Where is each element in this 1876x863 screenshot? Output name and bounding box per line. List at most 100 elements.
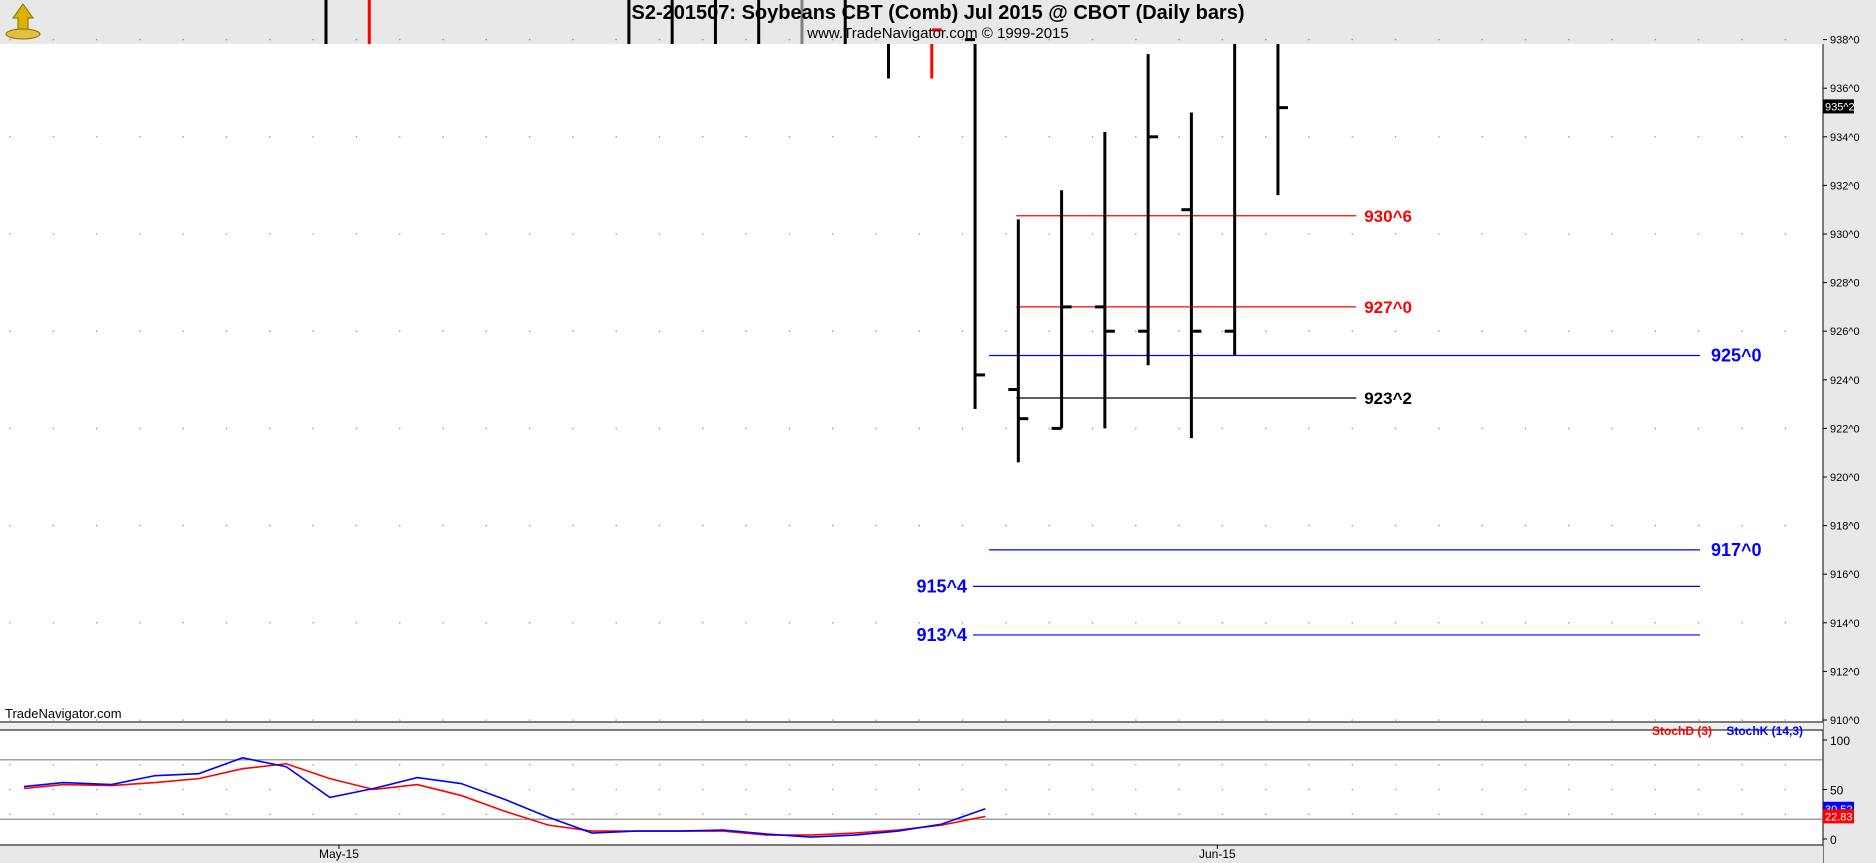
grid-dot [831, 330, 834, 333]
grid-dot [1438, 136, 1440, 138]
grid-dot [831, 136, 834, 138]
grid-dot [9, 38, 11, 41]
grid-dot [1091, 330, 1094, 333]
grid-dot [398, 330, 401, 333]
grid-dot [1351, 719, 1354, 721]
grid-dot [139, 38, 141, 41]
grid-dot [918, 136, 921, 138]
grid-dot [1308, 763, 1310, 766]
grid-dot [702, 233, 704, 235]
grid-dot [95, 330, 98, 333]
grid-dot [139, 427, 141, 430]
grid-dot [312, 524, 314, 527]
grid-dot [1005, 233, 1007, 235]
grid-dot [1091, 233, 1094, 235]
grid-dot [875, 622, 877, 624]
grid-dot [1091, 622, 1094, 624]
grid-dot [139, 136, 141, 138]
grid-dot [1568, 524, 1570, 527]
grid-dot [658, 427, 661, 430]
grid-dot [225, 233, 228, 235]
grid-dot [1784, 38, 1787, 41]
grid-dot [615, 136, 617, 138]
grid-dot [485, 233, 488, 235]
grid-dot [788, 719, 791, 721]
grid-dot [1741, 622, 1743, 624]
grid-dot [745, 524, 747, 527]
grid-dot [1264, 330, 1267, 333]
price-tick-label: 932^0 [1830, 180, 1860, 192]
grid-dot [1264, 38, 1267, 41]
grid-dot [1568, 813, 1570, 816]
price-tick-label: 936^0 [1830, 83, 1860, 95]
grid-dot [875, 788, 877, 791]
time-tick-label: May-15 [319, 847, 359, 861]
grid-dot [1264, 763, 1267, 766]
grid-dot [1697, 427, 1700, 430]
grid-dot [485, 524, 488, 527]
grid-dot [9, 524, 11, 527]
grid-dot [788, 813, 791, 816]
grid-dot [1481, 719, 1483, 721]
grid-dot [95, 763, 98, 766]
grid-dot [918, 330, 921, 333]
grid-dot [1524, 788, 1527, 791]
grid-dot [1178, 813, 1180, 816]
grid-dot [52, 622, 55, 624]
grid-dot [528, 813, 531, 816]
grid-dot [615, 788, 617, 791]
grid-dot [355, 813, 358, 816]
grid-dot [1264, 427, 1267, 430]
grid-dot [225, 330, 228, 333]
grid-dot [1568, 427, 1570, 430]
grid-dot [875, 524, 877, 527]
grid-dot [1741, 788, 1743, 791]
grid-dot [1135, 719, 1137, 721]
grid-dot [1351, 813, 1354, 816]
grid-dot [572, 136, 574, 138]
last-price-marker [1823, 99, 1854, 114]
grid-dot [1394, 427, 1397, 430]
grid-dot [1005, 524, 1007, 527]
grid-dot [572, 330, 574, 333]
grid-dot [1091, 38, 1094, 41]
grid-dot [702, 719, 704, 721]
grid-dot [269, 38, 271, 41]
grid-dot [1005, 136, 1007, 138]
grid-dot [269, 788, 271, 791]
grid-dot [528, 719, 531, 721]
grid-dot [1697, 813, 1700, 816]
grid-dot [831, 788, 834, 791]
grid-dot [1135, 622, 1137, 624]
grid-dot [1005, 622, 1007, 624]
grid-dot [225, 427, 228, 430]
grid-dot [918, 622, 921, 624]
grid-dot [1351, 330, 1354, 333]
grid-dot [1438, 622, 1440, 624]
grid-dot [1481, 233, 1483, 235]
grid-dot [1524, 38, 1527, 41]
grid-dot [1048, 330, 1050, 333]
grid-dot [442, 622, 444, 624]
grid-dot [1221, 330, 1224, 333]
grid-dot [918, 427, 921, 430]
stoch-d-legend: StochD (3) [1652, 724, 1712, 738]
stoch-tick-label: 100 [1830, 734, 1850, 748]
grid-dot [1351, 233, 1354, 235]
grid-dot [788, 233, 791, 235]
grid-dot [1091, 524, 1094, 527]
grid-dot [1524, 813, 1527, 816]
grid-dot [1741, 233, 1743, 235]
stoch-k-legend: StochK (14,3) [1726, 724, 1803, 738]
grid-dot [702, 427, 704, 430]
grid-dot [1784, 233, 1787, 235]
grid-dot [961, 524, 964, 527]
grid-dot [1524, 719, 1527, 721]
grid-dot [1091, 136, 1094, 138]
grid-dot [702, 813, 704, 816]
grid-dot [52, 136, 55, 138]
grid-dot [1611, 38, 1613, 41]
level-label: 927^0 [1364, 298, 1412, 317]
grid-dot [1524, 763, 1527, 766]
grid-dot [1048, 136, 1050, 138]
